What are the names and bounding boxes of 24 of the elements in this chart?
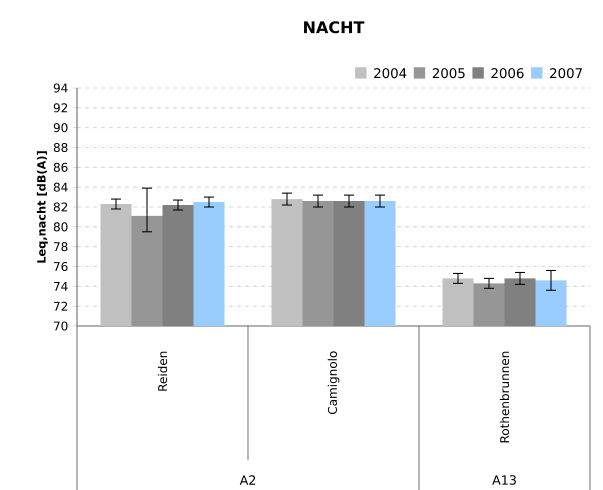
y-tick-label: 90 bbox=[54, 123, 68, 132]
y-axis-title: Leq,nacht [dB(A)] bbox=[36, 151, 48, 263]
y-tick-label: 78 bbox=[54, 242, 68, 252]
y-tick-label: 86 bbox=[54, 162, 68, 172]
legend-label: 2006 bbox=[491, 68, 524, 78]
legend-label: 2007 bbox=[550, 68, 582, 78]
y-tick-label: 92 bbox=[54, 103, 68, 112]
y-tick-label: 76 bbox=[54, 262, 68, 272]
y-tick-label: 84 bbox=[54, 182, 68, 192]
x-tick-label: Reiden bbox=[158, 352, 168, 391]
y-tick-label: 74 bbox=[54, 282, 68, 291]
legend-label: 2005 bbox=[432, 68, 465, 78]
text: A2 bbox=[240, 475, 256, 485]
y-tick-label: 88 bbox=[54, 142, 68, 152]
text: A13 bbox=[492, 475, 516, 485]
x-tick-label: Rothenbrunnen bbox=[500, 352, 510, 442]
y-tick-label: 94 bbox=[54, 83, 68, 93]
chart-title: NACHT bbox=[304, 21, 364, 34]
y-tick-label: 82 bbox=[54, 202, 68, 212]
x-tick-label: Camignolo bbox=[328, 351, 340, 414]
y-tick-label: 72 bbox=[54, 302, 68, 311]
y-tick-label: 80 bbox=[54, 222, 68, 232]
legend-label: 2004 bbox=[374, 68, 406, 78]
y-tick-label: 70 bbox=[54, 321, 68, 331]
